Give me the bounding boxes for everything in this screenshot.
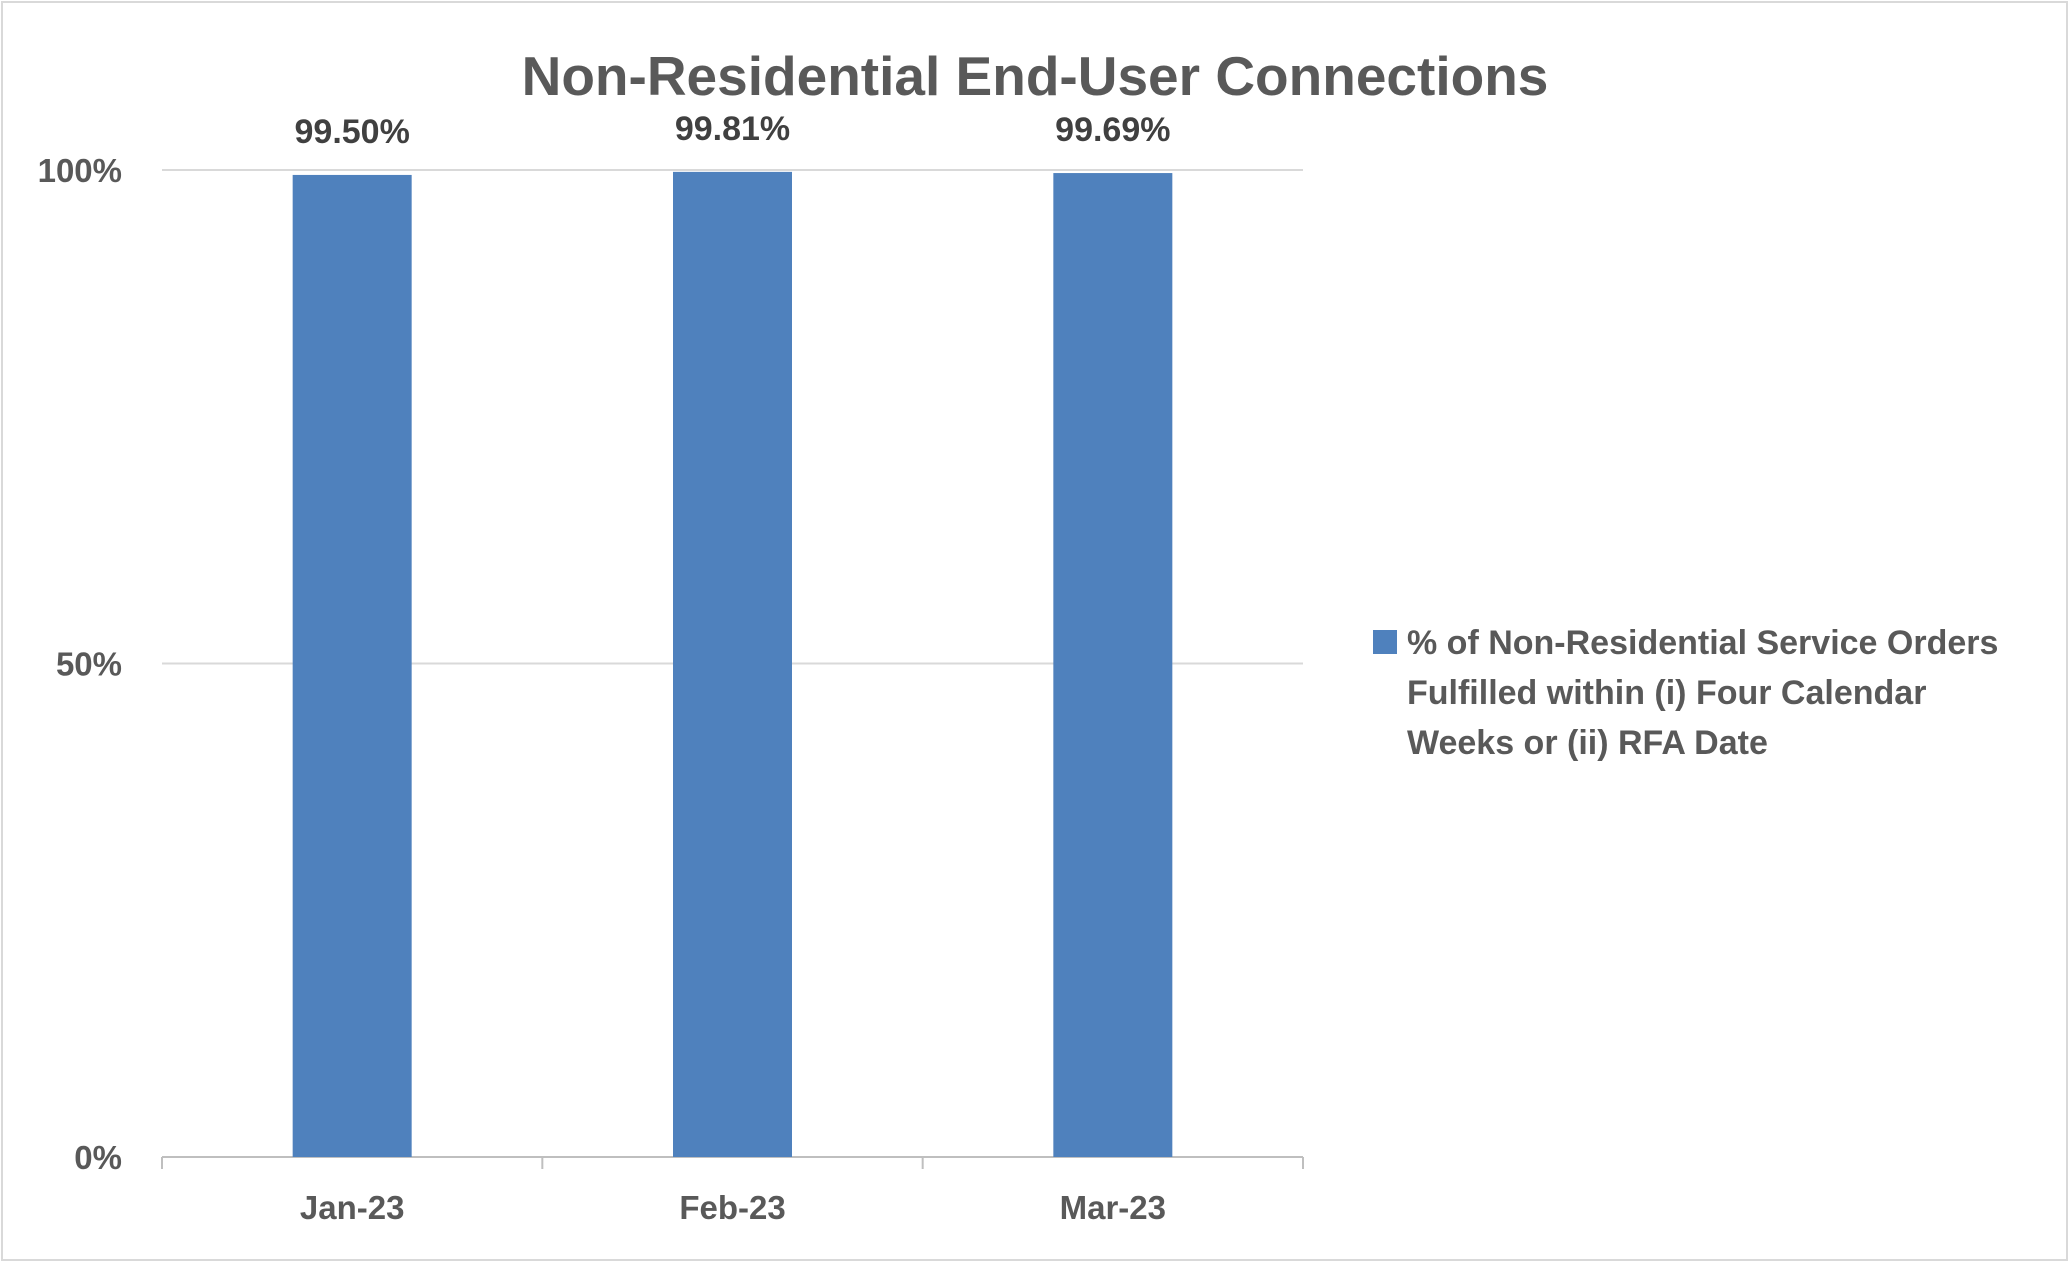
x-tick-label: Jan-23 <box>300 1189 405 1226</box>
bar-jan-23 <box>292 174 412 1157</box>
y-tick-label: 0% <box>74 1139 122 1176</box>
bars <box>292 171 1173 1157</box>
legend-label: % of Non-Residential Service Orders <box>1407 624 1998 662</box>
chart-title: Non-Residential End-User Connections <box>522 45 1549 107</box>
data-label: 99.81% <box>675 110 790 148</box>
x-tick-label: Mar-23 <box>1060 1189 1166 1226</box>
bar-mar-23 <box>1053 173 1173 1157</box>
y-tick-label: 50% <box>56 646 122 683</box>
bar-feb-23 <box>673 171 792 1157</box>
data-label: 99.50% <box>295 113 410 151</box>
legend-swatch <box>1373 630 1397 654</box>
data-label: 99.69% <box>1055 111 1170 149</box>
x-tick-label: Feb-23 <box>679 1189 785 1226</box>
legend: % of Non-Residential Service Orders Fulfi… <box>1373 624 1998 762</box>
y-tick-label: 100% <box>38 152 122 189</box>
data-labels: 99.50% 99.81% 99.69% <box>295 110 1171 151</box>
legend-label: Fulfilled within (i) Four Calendar <box>1407 674 1926 712</box>
axes: 0% 50% 100% Jan-23 Feb-23 Mar-23 <box>38 152 1304 1226</box>
legend-label: Weeks or (ii) RFA Date <box>1407 724 1768 762</box>
